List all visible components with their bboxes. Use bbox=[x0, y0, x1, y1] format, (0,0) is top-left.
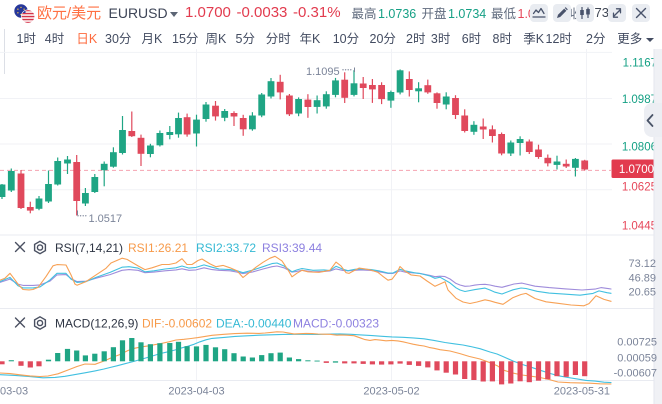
svg-text:1.0445: 1.0445 bbox=[622, 221, 657, 233]
svg-text:2023-05-31: 2023-05-31 bbox=[554, 386, 610, 398]
svg-text:-0.00607: -0.00607 bbox=[614, 368, 657, 380]
svg-text:RSI1:26.21: RSI1:26.21 bbox=[128, 241, 188, 255]
svg-text:DEA:-0.00440: DEA:-0.00440 bbox=[216, 317, 292, 331]
svg-text:1.0625: 1.0625 bbox=[622, 182, 657, 194]
svg-text:1.0806: 1.0806 bbox=[622, 141, 657, 153]
svg-text:1.1095: 1.1095 bbox=[306, 66, 340, 78]
svg-text:2023-05-02: 2023-05-02 bbox=[363, 386, 419, 398]
svg-text:03-03: 03-03 bbox=[0, 386, 28, 398]
svg-text:1.1167: 1.1167 bbox=[623, 58, 657, 70]
svg-text:RSI3:39.44: RSI3:39.44 bbox=[262, 241, 322, 255]
svg-text:0.00725: 0.00725 bbox=[617, 337, 657, 349]
svg-text:1.0517: 1.0517 bbox=[89, 213, 123, 225]
svg-text:1.0987: 1.0987 bbox=[622, 94, 657, 106]
svg-text:MACD(12,26,9): MACD(12,26,9) bbox=[55, 317, 138, 331]
svg-text:2023-04-03: 2023-04-03 bbox=[168, 386, 224, 398]
svg-text:RSI2:33.72: RSI2:33.72 bbox=[196, 241, 256, 255]
svg-text:RSI(7,14,21): RSI(7,14,21) bbox=[55, 241, 123, 255]
svg-text:1.0700: 1.0700 bbox=[619, 164, 654, 176]
svg-text:73.12: 73.12 bbox=[628, 258, 656, 270]
svg-text:DIF:-0.00602: DIF:-0.00602 bbox=[142, 317, 212, 331]
svg-text:20.65: 20.65 bbox=[628, 287, 656, 299]
svg-text:46.89: 46.89 bbox=[628, 273, 656, 285]
svg-text:0.00059: 0.00059 bbox=[617, 353, 657, 365]
svg-text:MACD:-0.00323: MACD:-0.00323 bbox=[293, 317, 379, 331]
